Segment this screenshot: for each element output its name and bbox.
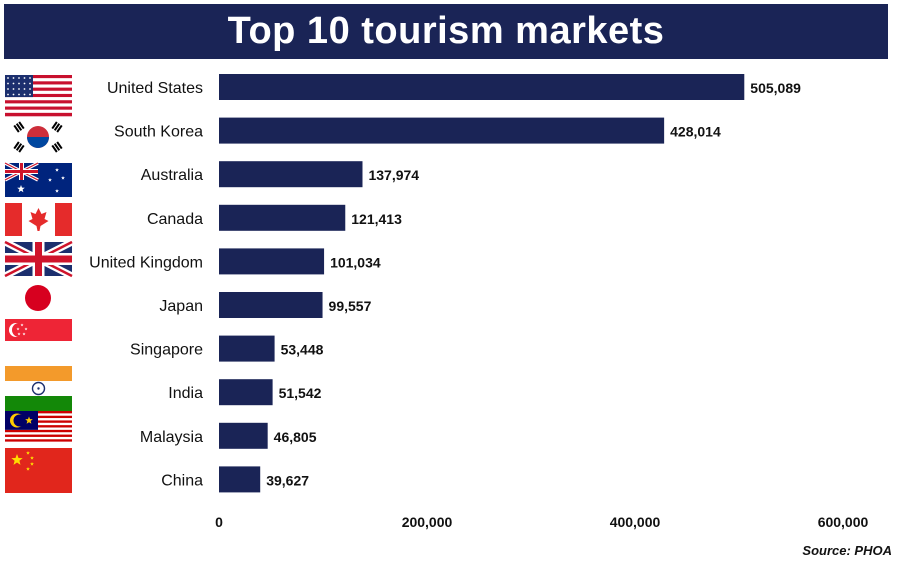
bar — [219, 248, 325, 275]
category-label: Singapore — [130, 342, 203, 359]
value-label: 53,448 — [281, 342, 324, 358]
value-label: 51,542 — [279, 385, 322, 401]
category-label: Australia — [141, 167, 203, 184]
category-label: Malaysia — [140, 429, 203, 446]
value-label: 137,974 — [368, 167, 419, 183]
value-label: 99,557 — [329, 298, 372, 314]
x-tick-label: 400,000 — [610, 514, 661, 530]
x-tick-label: 600,000 — [818, 514, 869, 530]
value-label: 101,034 — [330, 254, 381, 270]
bar — [219, 292, 323, 318]
x-tick-label: 0 — [215, 514, 223, 530]
bar — [219, 379, 273, 406]
us-flag-icon — [5, 75, 72, 117]
uk-flag-icon — [3, 238, 74, 280]
value-label: 39,627 — [266, 472, 309, 488]
singapore-flag-icon — [5, 319, 72, 352]
australia-flag-icon — [4, 161, 72, 197]
category-label: Canada — [147, 211, 203, 228]
value-label: 121,413 — [351, 211, 402, 227]
category-label: Japan — [159, 298, 203, 315]
category-label: United States — [107, 80, 203, 97]
bar — [219, 204, 346, 231]
malaysia-flag-icon — [5, 411, 72, 445]
bar — [219, 335, 275, 362]
title-banner: Top 10 tourism markets — [4, 4, 888, 59]
south-korea-flag-icon — [13, 121, 63, 153]
x-tick-label: 200,000 — [402, 514, 453, 530]
category-label: China — [161, 472, 203, 489]
canada-flag-icon — [5, 203, 72, 236]
bar — [219, 466, 261, 493]
category-label: South Korea — [114, 124, 203, 141]
japan-flag-icon — [25, 285, 51, 311]
bar — [219, 161, 363, 188]
china-flag-icon — [5, 448, 72, 493]
value-label: 46,805 — [274, 429, 317, 445]
bar — [219, 422, 268, 449]
chart-title: Top 10 tourism markets — [227, 10, 665, 52]
category-label: United Kingdom — [89, 254, 203, 271]
category-label: India — [168, 385, 203, 402]
value-label: 505,089 — [750, 80, 801, 96]
bar — [219, 74, 745, 100]
india-flag-icon — [5, 366, 72, 411]
value-label: 428,014 — [670, 124, 721, 140]
bar — [219, 117, 665, 144]
source-note: Source: PHOA — [802, 543, 892, 558]
